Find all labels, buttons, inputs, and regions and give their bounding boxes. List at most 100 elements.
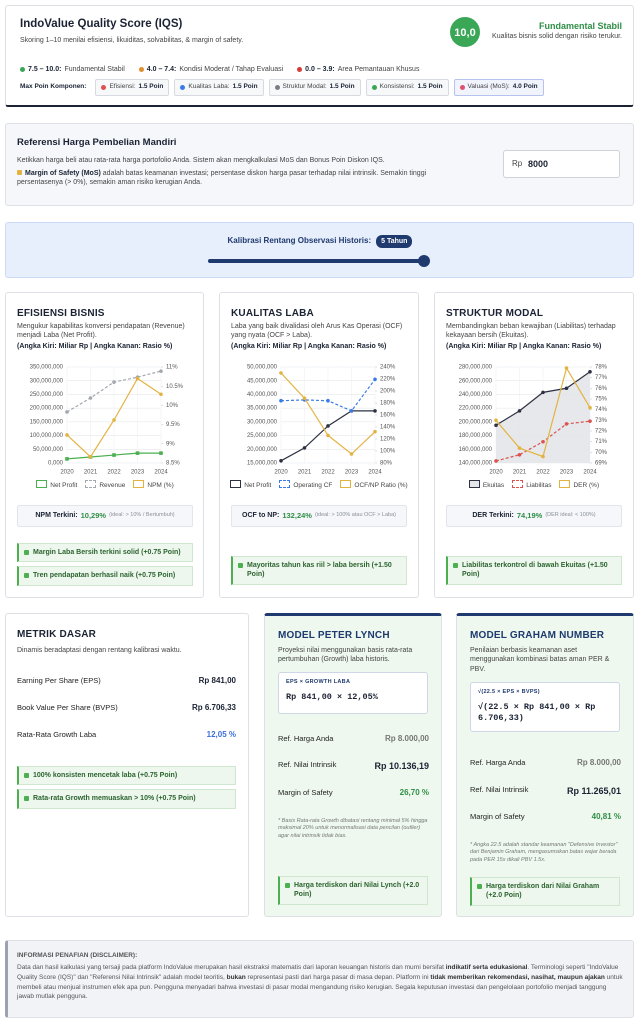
status-desc: Kualitas bisnis solid dengan risiko teru…	[492, 33, 622, 40]
legend-label: Net Profit	[244, 482, 272, 489]
point	[494, 418, 498, 423]
y-tick-label: 160,000,000	[459, 447, 493, 453]
reference-title: Referensi Harga Pembelian Mandiri	[17, 137, 177, 148]
y2-tick-label: 200%	[380, 389, 396, 395]
metrics-card	[5, 613, 249, 917]
metric-label: Book Value Per Share (BVPS)	[17, 703, 118, 712]
x-tick-label: 2023	[560, 470, 574, 476]
legend-swatch	[279, 480, 291, 488]
price-input[interactable]	[503, 150, 620, 178]
badges: Mayoritas tahun kas riil > laba bersih (…	[231, 556, 407, 585]
component-label: Kualitas Laba:	[188, 83, 230, 90]
summary-note: (ideal: > 10% / Bertumbuh)	[109, 512, 175, 519]
note-text: Margin of Safety (MoS)	[25, 170, 101, 177]
disclaimer-segment: bukan	[226, 973, 246, 981]
y-tick-label: 40,000,000	[247, 392, 278, 398]
disclaimer-segment: representasi pasti dari harga pasar di m…	[245, 973, 431, 981]
legend-item: DER (%)	[559, 480, 599, 491]
point	[541, 454, 545, 459]
y2-tick-label: 100%	[380, 449, 396, 455]
model-row-value: Rp 8.000,00	[384, 734, 429, 743]
model-note: * Basis Rata-rata Growth dibatasi rentan…	[278, 818, 428, 839]
model-card	[264, 613, 442, 917]
component-points: 1.5 Poin	[138, 83, 164, 90]
metric-label: Rata-Rata Growth Laba	[17, 730, 97, 739]
point	[112, 380, 116, 384]
y2-tick-label: 8.5%	[166, 461, 180, 467]
chart: 0,000 50,000,000 100,000,000 150,000,000 200…	[30, 365, 184, 476]
component-icon	[101, 84, 107, 90]
formula-box	[470, 682, 620, 732]
legend-item: Net Profit	[230, 480, 271, 491]
score-legend: 7.5 – 10.0: Fundamental Stabil 4.0 – 7.4: K…	[20, 65, 440, 74]
slider-badge: 5 Tahun	[376, 235, 413, 249]
disclaimer-segment: indikatif serta edukasional	[445, 964, 528, 971]
x-tick-label: 2024	[368, 470, 382, 476]
model-note: * Angka 22.5 adalah standar keamanan "De…	[470, 842, 618, 863]
y-tick-label: 20,000,000	[247, 447, 278, 453]
component-pill: Konsistensi: 1.5 Poin	[365, 79, 449, 96]
subtitle: Skoring 1–10 menilai efisiensi, likuidit…	[20, 37, 244, 44]
x-tick-label: 2021	[513, 470, 527, 476]
y2-tick-label: 160%	[380, 413, 396, 419]
point	[326, 424, 330, 428]
legend-item: 0.0 – 3.9: Area Pemantauan Khusus	[297, 65, 419, 74]
legend-swatch	[512, 480, 524, 488]
x-tick-label: 2022	[321, 470, 335, 476]
legend-item: Net Profit	[36, 480, 77, 491]
y-tick-label: 240,000,000	[459, 392, 493, 398]
legend-swatch	[559, 480, 571, 488]
x-tick-label: 2020	[489, 470, 503, 476]
x-tick-label: 2023	[345, 470, 359, 476]
legend-swatch	[230, 480, 242, 488]
model-card	[456, 613, 634, 917]
badge: Tren pendapatan berhasil naik (+0.75 Poi…	[17, 566, 193, 586]
point	[494, 459, 498, 463]
formula-label: √(22.5 × EPS × BVPS)	[478, 689, 540, 695]
disclaimer-title: INFORMASI PENAFIAN (DISCLAIMER):	[17, 952, 138, 959]
point	[494, 423, 498, 428]
y-tick-label: 140,000,000	[459, 461, 493, 467]
y2-tick-label: 74%	[595, 407, 608, 413]
component-label: Efisiensi:	[109, 83, 136, 90]
summary-label: NPM Terkini:	[35, 512, 78, 520]
point	[373, 377, 377, 382]
y2-tick-label: 9%	[166, 441, 175, 447]
y2-tick-label: 76%	[595, 386, 608, 392]
y2-tick-label: 10.5%	[166, 384, 184, 390]
legend-label: Kondisi Moderat / Tahap Evaluasi	[179, 66, 284, 73]
component-pill: Valuasi (MoS): 4.0 Poin	[453, 79, 544, 96]
y2-tick-label: 72%	[595, 429, 608, 435]
model-row-label: Ref. Nilai Intrinsik	[278, 760, 337, 769]
point	[373, 429, 377, 434]
badge: Mayoritas tahun kas riil > laba bersih (…	[231, 556, 407, 585]
legend-dot	[297, 67, 303, 73]
chart-legend: Net Profit Operating CF OCF/NP Ratio (%)	[227, 480, 411, 491]
point	[349, 452, 354, 456]
point	[279, 371, 283, 375]
y2-tick-label: 240%	[380, 365, 396, 371]
area	[496, 371, 590, 463]
legend-range: 4.0 – 7.4:	[146, 66, 177, 73]
formula: Rp 841,00 × 12,05%	[286, 692, 378, 702]
point	[135, 451, 140, 455]
slider-knob[interactable]	[418, 255, 430, 267]
chart-title: KUALITAS LABA	[231, 308, 314, 319]
y-tick-label: 280,000,000	[459, 365, 493, 371]
metric-label: Earning Per Share (EPS)	[17, 676, 101, 685]
point	[588, 419, 592, 423]
summary-note: (DER ideal: < 100%)	[545, 512, 596, 519]
point	[159, 451, 163, 455]
legend-item: Ekuitas	[468, 480, 504, 491]
slider-track[interactable]	[208, 259, 426, 263]
y2-tick-label: 78%	[595, 365, 608, 371]
disclaimer-card	[5, 940, 634, 1018]
y-tick-label: 15,000,000	[247, 461, 278, 467]
badges: Liabilitas terkontrol di bawah Ekuitas (…	[446, 556, 622, 585]
x-tick-label: 2023	[131, 470, 145, 476]
y2-tick-label: 180%	[380, 401, 396, 407]
point	[588, 370, 592, 374]
component-icon	[459, 84, 465, 90]
y-tick-label: 200,000,000	[30, 406, 64, 412]
